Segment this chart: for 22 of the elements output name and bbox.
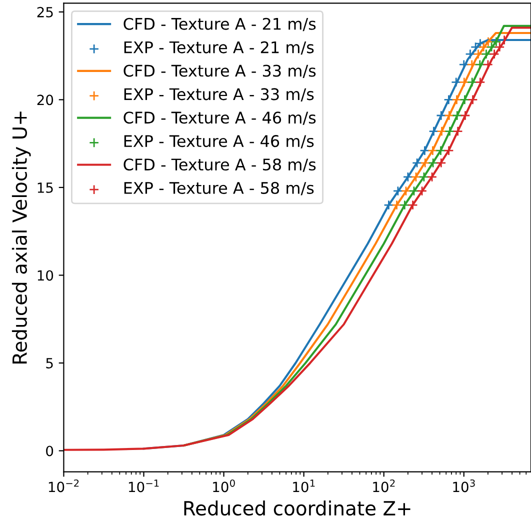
y-tick-label: 25 [37, 6, 53, 18]
y-tick-label: 5 [46, 358, 53, 368]
x-tick-label: 10$^{−2}$ [48, 479, 79, 492]
legend-label: EXP - Texture A - 33 m/s [124, 88, 314, 102]
legend-label: EXP - Texture A - 58 m/s [124, 182, 314, 196]
legend-label: CFD - Texture A - 21 m/s [124, 18, 316, 32]
x-tick-label: 10$^{3}$ [453, 479, 475, 492]
legend-label: EXP - Texture A - 46 m/s [124, 135, 314, 148]
legend-label: CFD - Texture A - 58 m/s [124, 158, 316, 172]
x-axis-title: Reduced coordinate Z+ [184, 500, 410, 516]
legend-label: CFD - Texture A - 46 m/s [124, 112, 316, 125]
x-tick-label: 10$^{2}$ [373, 479, 395, 492]
x-tick-label: 10$^{0}$ [213, 479, 235, 492]
y-axis-title: Reduced axial Velocity U+ [12, 112, 31, 364]
legend-label: CFD - Texture A - 33 m/s [124, 64, 316, 78]
y-tick-label: 20 [37, 94, 54, 106]
y-tick-label: 10 [38, 270, 54, 281]
y-tick-label: 0 [46, 446, 54, 456]
x-tick-label: 10$^{1}$ [293, 480, 315, 492]
x-tick-label: 10$^{−1}$ [128, 480, 159, 492]
legend-label: EXP - Texture A - 21 m/s [124, 41, 314, 55]
y-tick-label: 15 [38, 182, 53, 193]
